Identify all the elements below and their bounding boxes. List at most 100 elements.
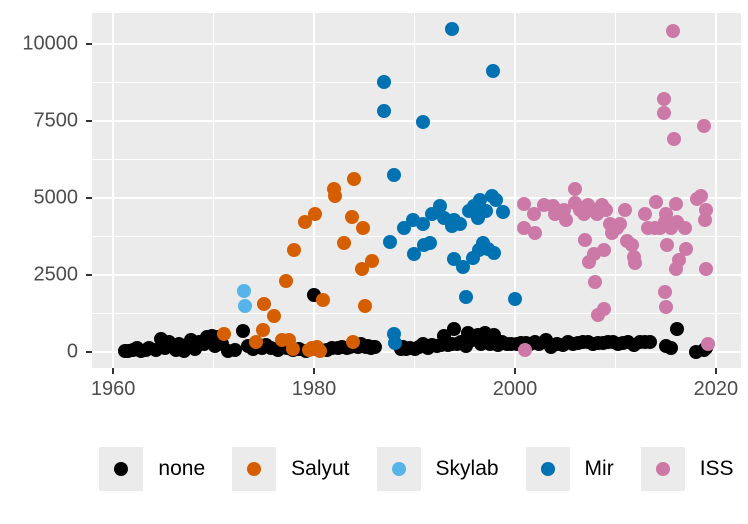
data-point-iss — [657, 285, 672, 300]
data-point-iss — [697, 212, 712, 227]
data-point-mir — [415, 217, 430, 232]
data-point-iss — [648, 195, 663, 210]
data-point-iss — [578, 232, 593, 247]
data-point-iss — [559, 212, 574, 227]
legend-item-mir: Mir — [525, 447, 614, 491]
data-point-none — [227, 342, 242, 357]
data-point-iss — [597, 242, 612, 257]
data-point-mir — [485, 64, 500, 79]
data-point-iss — [696, 118, 711, 133]
y-tick-label: 0 — [66, 340, 78, 363]
y-tick-label: 5000 — [33, 186, 79, 209]
data-point-iss — [613, 217, 628, 232]
data-point-mir — [486, 246, 501, 261]
legend-dot-iss — [655, 462, 670, 476]
x-tick-label: 1960 — [90, 378, 136, 400]
data-point-none — [669, 322, 684, 337]
data-point-iss — [568, 181, 583, 196]
y-tick-mark — [86, 43, 92, 46]
data-point-mir — [455, 259, 470, 274]
data-point-iss — [665, 23, 680, 38]
data-point-mir — [444, 21, 459, 36]
legend-key — [376, 447, 421, 491]
data-point-none — [235, 323, 250, 338]
data-point-salyut — [308, 206, 323, 221]
data-point-iss — [659, 238, 674, 253]
data-point-none — [446, 321, 461, 336]
data-point-salyut — [337, 235, 352, 250]
gridline — [614, 13, 617, 368]
legend-label: Skylab — [435, 457, 499, 480]
gridline — [92, 273, 741, 276]
data-point-salyut — [297, 215, 312, 230]
gridline — [92, 158, 741, 161]
data-point-mir — [495, 204, 510, 219]
gridline — [92, 43, 741, 46]
data-point-mir — [488, 192, 503, 207]
data-point-salyut — [313, 343, 328, 358]
data-point-skylab — [236, 284, 251, 299]
gridline — [92, 235, 741, 238]
data-point-mir — [458, 289, 473, 304]
data-point-iss — [618, 202, 633, 217]
gridline — [313, 13, 316, 368]
legend-item-skylab: Skylab — [376, 447, 499, 491]
data-point-iss — [658, 299, 673, 314]
legend-item-salyut: Salyut — [232, 447, 350, 491]
y-tick-mark — [86, 273, 92, 276]
data-point-iss — [597, 301, 612, 316]
data-point-salyut — [285, 342, 300, 357]
data-point-none — [642, 334, 657, 349]
data-point-iss — [658, 206, 673, 221]
data-point-iss — [625, 238, 640, 253]
data-point-salyut — [346, 334, 361, 349]
data-point-salyut — [358, 298, 373, 313]
legend-key — [525, 447, 570, 491]
data-point-mir — [422, 236, 437, 251]
data-point-mir — [432, 199, 447, 214]
x-tick-label: 1980 — [291, 378, 337, 400]
legend-label: ISS — [699, 457, 734, 480]
gridline — [212, 13, 215, 368]
gridline — [413, 13, 416, 368]
gridline — [513, 13, 516, 368]
legend-dot-salyut — [247, 462, 262, 476]
data-point-mir — [452, 217, 467, 232]
data-point-mir — [407, 247, 422, 262]
data-point-iss — [693, 189, 708, 204]
data-point-iss — [518, 342, 532, 357]
data-point-none — [177, 344, 192, 359]
gridline — [92, 312, 741, 315]
gridline — [92, 81, 741, 84]
data-point-iss — [588, 275, 603, 290]
data-point-iss — [668, 197, 683, 212]
data-point-salyut — [345, 210, 360, 225]
y-tick-mark — [86, 120, 92, 123]
gridline — [112, 13, 115, 368]
data-point-iss — [677, 220, 692, 235]
x-tick-label: 2020 — [693, 378, 739, 400]
data-point-iss — [656, 92, 671, 107]
legend: none Salyut Skylab Mir ISS — [92, 447, 741, 491]
legend-item-none: none — [99, 447, 205, 491]
y-tick-mark — [86, 196, 92, 199]
x-tick-mark — [714, 368, 717, 374]
y-tick-label: 10000 — [22, 32, 78, 55]
legend-label: Mir — [584, 457, 614, 480]
legend-key — [99, 447, 144, 491]
x-tick-mark — [313, 368, 316, 374]
data-point-salyut — [266, 308, 281, 323]
data-point-salyut — [355, 262, 370, 277]
x-tick-mark — [112, 368, 115, 374]
data-point-none — [368, 340, 383, 355]
data-point-iss — [637, 206, 652, 221]
data-point-salyut — [255, 322, 270, 337]
data-point-iss — [528, 226, 543, 241]
gridline — [92, 196, 741, 199]
data-point-salyut — [328, 189, 343, 204]
data-point-iss — [698, 261, 713, 276]
data-point-iss — [698, 202, 713, 217]
legend-key — [232, 447, 277, 491]
data-point-iss — [671, 252, 686, 267]
